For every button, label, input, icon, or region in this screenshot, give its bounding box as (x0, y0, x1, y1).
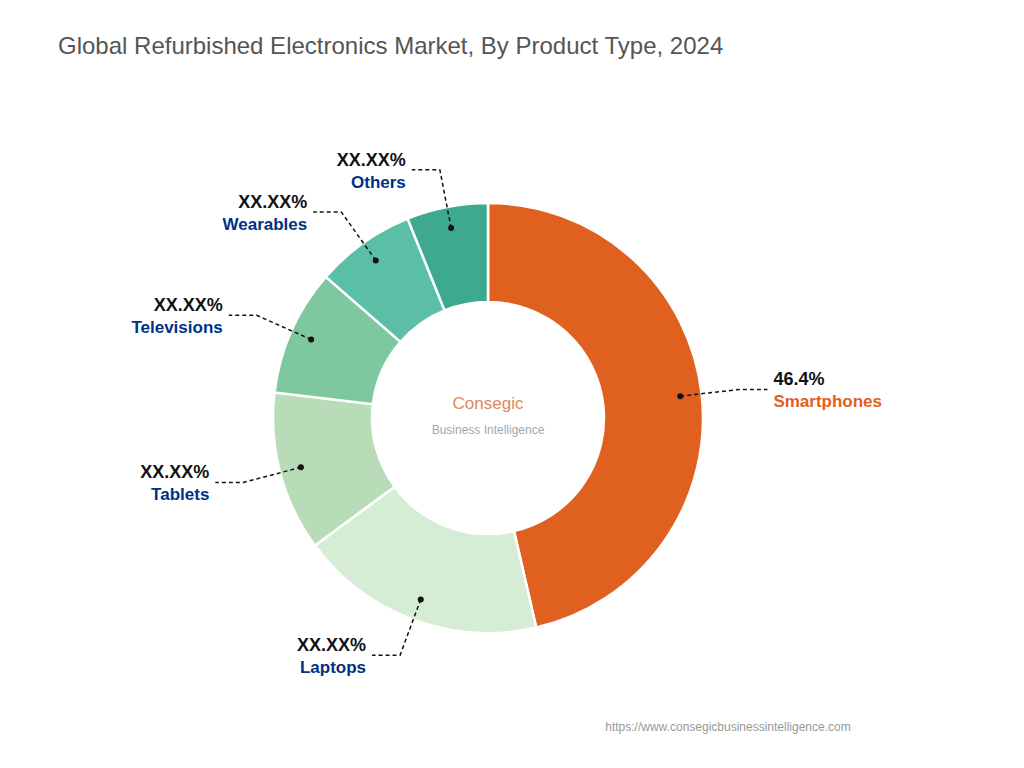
svg-text:XX.XX%: XX.XX% (140, 462, 209, 482)
svg-text:Televisions: Televisions (131, 318, 222, 337)
html-text:https://www.consegicbusinessin: https://www.consegicbusinessintelligence… (605, 720, 851, 734)
svg-text:Others: Others (351, 173, 406, 192)
html-text:Global Refurbished Electronics: Global Refurbished Electronics Market, B… (58, 32, 724, 59)
svg-text:XX.XX%: XX.XX% (337, 150, 406, 170)
html-text:Business Intelligence: Business Intelligence (431, 423, 545, 437)
svg-text:Laptops: Laptops (300, 658, 366, 677)
svg-text:Wearables: Wearables (222, 215, 307, 234)
svg-text:XX.XX%: XX.XX% (154, 295, 223, 315)
svg-text:Tablets: Tablets (151, 485, 209, 504)
svg-text:Smartphones: Smartphones (773, 392, 882, 411)
html-text:Consegic: Consegic (452, 394, 524, 413)
svg-text:XX.XX%: XX.XX% (297, 635, 366, 655)
svg-text:XX.XX%: XX.XX% (238, 192, 307, 212)
svg-text:46.4%: 46.4% (773, 369, 824, 389)
